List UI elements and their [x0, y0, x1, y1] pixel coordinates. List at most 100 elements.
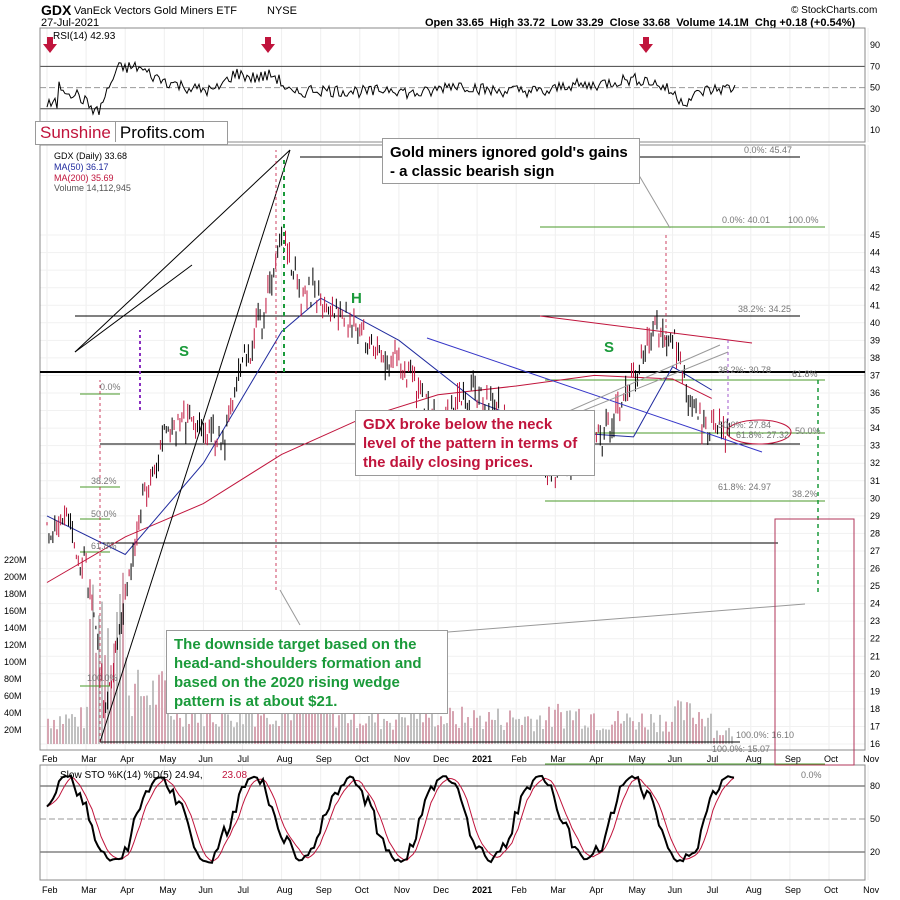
- volume-bar: [266, 717, 268, 744]
- overlay-lines: [43, 37, 855, 766]
- x-tick-label: Nov: [863, 754, 880, 764]
- volume-bar: [467, 717, 469, 744]
- volume-bar: [536, 719, 538, 744]
- volume-bar: [371, 710, 373, 744]
- volume-bar: [533, 731, 535, 744]
- volume-bar: [320, 687, 322, 744]
- volume-bar: [356, 728, 358, 744]
- volume-bar: [257, 711, 259, 744]
- volume-bar: [599, 730, 601, 744]
- volume-bar: [587, 727, 589, 744]
- volume-bar: [302, 690, 304, 744]
- fib-label: 0.0%: 45.47: [744, 145, 792, 155]
- volume-bar: [86, 706, 88, 744]
- x-tick-label: Sep: [316, 885, 332, 895]
- volume-bar: [191, 711, 193, 744]
- sto-tick-label: 20: [870, 847, 880, 857]
- y-tick-label: 20: [870, 669, 880, 679]
- fib-label: 61.8%: 24.97: [718, 482, 771, 492]
- x-tick-label: Apr: [589, 885, 603, 895]
- volume-bar: [560, 712, 562, 744]
- volume-bar: [569, 710, 571, 744]
- y-tick-label: 37: [870, 370, 880, 380]
- volume-bar: [119, 593, 121, 744]
- volume-bar: [386, 720, 388, 744]
- volume-bar: [65, 714, 67, 744]
- fib-label: 38.2%: 30.78: [718, 365, 771, 375]
- volume-bar: [515, 719, 517, 744]
- volume-bar: [161, 671, 163, 744]
- volume-bar: [245, 705, 247, 744]
- volume-bar: [164, 680, 166, 744]
- legend-ma200: MA(200) 35.69: [54, 173, 114, 183]
- volume-bar: [209, 709, 211, 744]
- volume-bar: [374, 722, 376, 744]
- volume-bar: [476, 717, 478, 744]
- volume-bar: [545, 720, 547, 744]
- volume-bar: [392, 729, 394, 744]
- fib-label: 61.8%: [91, 541, 117, 551]
- x-tick-label: Aug: [277, 754, 293, 764]
- volume-bar: [113, 643, 115, 744]
- rsi-tick-label: 10: [870, 125, 880, 135]
- volume-bar: [233, 727, 235, 744]
- volume-bar: [272, 724, 274, 744]
- volume-bar: [401, 717, 403, 744]
- volume-bar: [215, 724, 217, 744]
- sell-arrow-icon: [261, 44, 275, 53]
- chart-date: 27-Jul-2021: [41, 17, 100, 29]
- volume-bar: [167, 708, 169, 744]
- volume-bar: [287, 704, 289, 744]
- fib-label: 0.0%: [801, 770, 822, 780]
- volume-bar: [434, 726, 436, 744]
- volume-bar: [353, 700, 355, 744]
- x-tick-label: Feb: [42, 885, 58, 895]
- annotation-text: Gold miners ignored gold's gains - a cla…: [390, 144, 628, 180]
- volume-bar: [197, 722, 199, 744]
- volume-bar: [365, 723, 367, 744]
- fib-label: 0.0%: 40.01: [722, 215, 770, 225]
- x-tick-label: May: [629, 885, 647, 895]
- volume-bar: [722, 735, 724, 744]
- y-tick-label: 23: [870, 616, 880, 626]
- rsi-label: RSI(14) 42.93: [53, 31, 116, 42]
- volume-bar: [431, 705, 433, 744]
- rsi-tick-label: 50: [870, 83, 880, 93]
- logo-profits: Profits.com: [119, 123, 205, 142]
- volume-bar: [134, 683, 136, 744]
- volume-bar: [95, 652, 97, 744]
- x-tick-label: Aug: [746, 754, 762, 764]
- y-tick-label: 22: [870, 634, 880, 644]
- sto-label: Slow STO %K(14) %D(5) 24.94,: [60, 770, 203, 781]
- fib-label: 38.2%: [792, 489, 818, 499]
- volume-bar: [260, 715, 262, 744]
- sto-tick-label: 50: [870, 814, 880, 824]
- volume-bar: [128, 695, 130, 744]
- volume-bar: [716, 730, 718, 744]
- volume-bar: [596, 729, 598, 744]
- x-tick-label: Apr: [589, 754, 603, 764]
- fib-label: 50.0%: 27.84: [718, 420, 771, 430]
- y-tick-label: 36: [870, 388, 880, 398]
- volume-bar: [341, 709, 343, 744]
- overlay-line: [559, 351, 729, 421]
- fib-label: 0.0%: [100, 382, 121, 392]
- volume-bar: [461, 706, 463, 744]
- volume-bar: [428, 717, 430, 744]
- overlay-line: [99, 149, 291, 743]
- legend-volume: Volume 14,112,945: [54, 183, 131, 193]
- volume-bar: [605, 729, 607, 744]
- volume-bar: [236, 722, 238, 744]
- volume-bar: [590, 714, 592, 744]
- volume-bar: [410, 703, 412, 744]
- x-tick-label: Feb: [42, 754, 58, 764]
- sto-tick-label: 80: [870, 781, 880, 791]
- volume-bar: [464, 722, 466, 744]
- y-tick-label: 45: [870, 230, 880, 240]
- volume-bar: [203, 726, 205, 744]
- volume-bar: [290, 720, 292, 744]
- x-tick-label: Oct: [824, 754, 839, 764]
- x-tick-label: Dec: [433, 754, 450, 764]
- volume-bar: [323, 709, 325, 744]
- fib-label: 61.8%: 27.32: [736, 430, 789, 440]
